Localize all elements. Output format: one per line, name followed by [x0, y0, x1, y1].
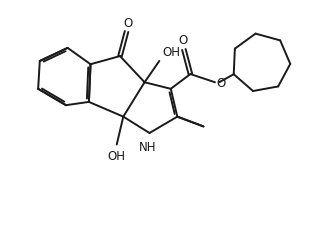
- Text: OH: OH: [162, 46, 180, 59]
- Text: O: O: [179, 34, 188, 47]
- Text: O: O: [124, 17, 133, 30]
- Text: O: O: [216, 76, 225, 89]
- Text: OH: OH: [108, 150, 126, 163]
- Text: NH: NH: [139, 140, 156, 153]
